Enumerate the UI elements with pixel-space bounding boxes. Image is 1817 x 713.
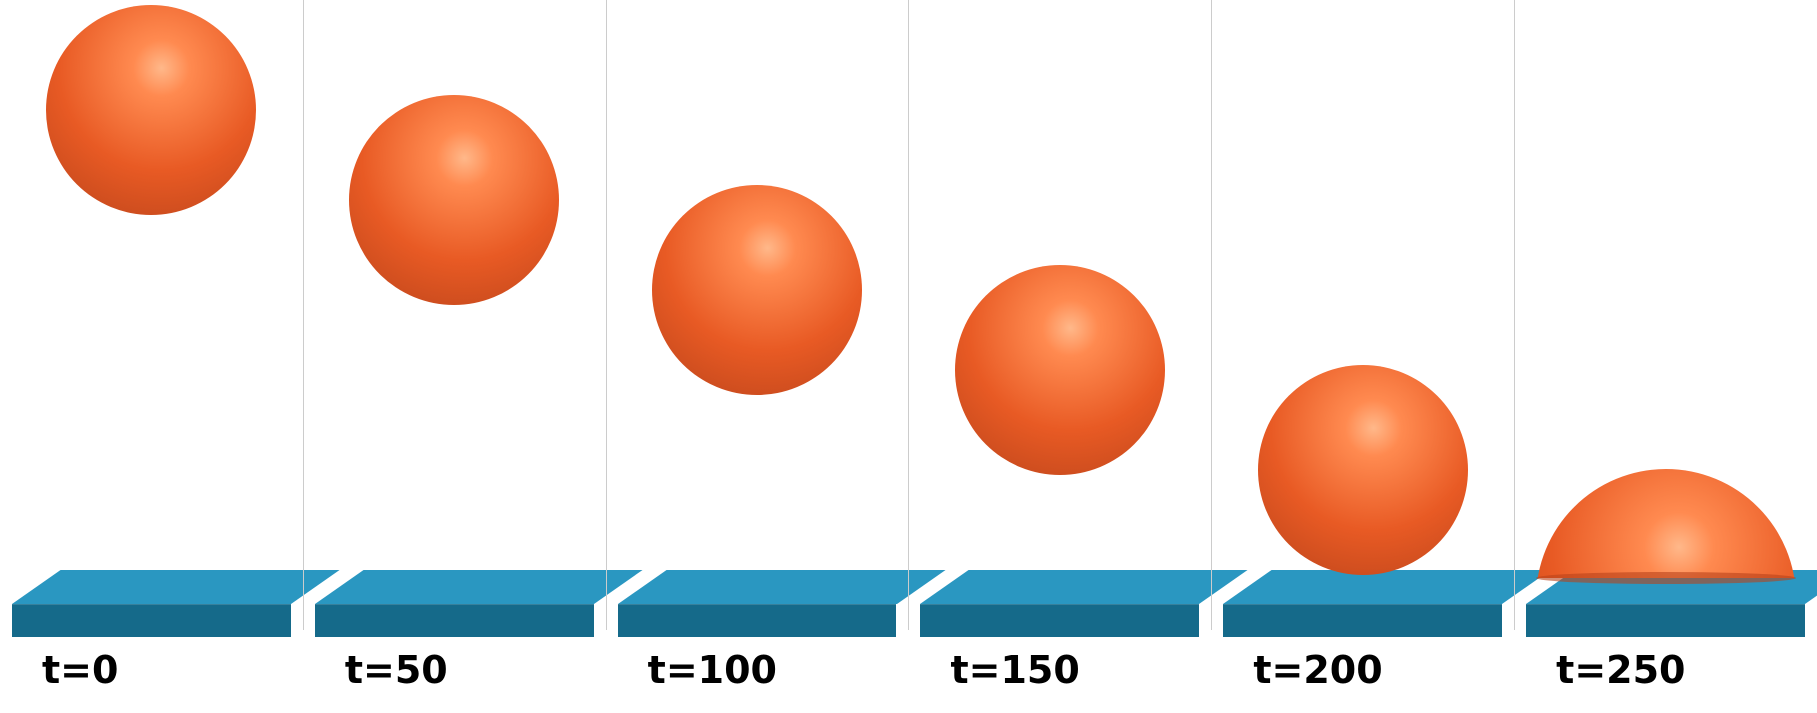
- ball: [955, 265, 1165, 475]
- ground-slab: [1211, 570, 1514, 636]
- ground-slab: [303, 570, 606, 636]
- frame: t=200: [1211, 0, 1514, 713]
- ground-slab-front: [920, 604, 1199, 637]
- ball-surface: [1536, 469, 1796, 578]
- ground-slab-front: [12, 604, 291, 637]
- frame: t=0: [0, 0, 303, 713]
- time-label: t=100: [648, 648, 777, 692]
- ball: [1536, 469, 1796, 578]
- frame: t=100: [606, 0, 909, 713]
- ball: [1258, 365, 1468, 575]
- ball-surface: [46, 5, 256, 215]
- ground-slab-top: [1223, 570, 1550, 604]
- ground-slab-top: [12, 570, 339, 604]
- time-label: t=50: [345, 648, 448, 692]
- ground-slab-front: [1223, 604, 1502, 637]
- frame-divider: [606, 0, 607, 630]
- ground-slab: [908, 570, 1211, 636]
- frame: t=50: [303, 0, 606, 713]
- ground-slab-front: [315, 604, 594, 637]
- ball-surface: [652, 185, 862, 395]
- time-label: t=200: [1253, 648, 1382, 692]
- ball: [652, 185, 862, 395]
- ball: [46, 5, 256, 215]
- ground-slab-front: [1526, 604, 1805, 637]
- frame-divider: [1211, 0, 1212, 630]
- ground-slab: [606, 570, 909, 636]
- time-label: t=0: [42, 648, 118, 692]
- time-label: t=250: [1556, 648, 1685, 692]
- ground-slab-top: [618, 570, 945, 604]
- frame-divider: [303, 0, 304, 630]
- time-label: t=150: [950, 648, 1079, 692]
- ground-slab: [0, 570, 303, 636]
- simulation-timelapse: t=0 t=50 t=100 t=150 t=200 t=250: [0, 0, 1817, 713]
- ball-surface: [349, 95, 559, 305]
- frame: t=150: [908, 0, 1211, 713]
- frame-divider: [1514, 0, 1515, 630]
- ball-surface: [955, 265, 1165, 475]
- ball-dome: [1536, 469, 1796, 578]
- ball-surface: [1258, 365, 1468, 575]
- ground-slab-top: [920, 570, 1247, 604]
- frame-divider: [908, 0, 909, 630]
- ground-slab-top: [315, 570, 642, 604]
- frame: t=250: [1514, 0, 1817, 713]
- ground-slab-front: [618, 604, 897, 637]
- ball: [349, 95, 559, 305]
